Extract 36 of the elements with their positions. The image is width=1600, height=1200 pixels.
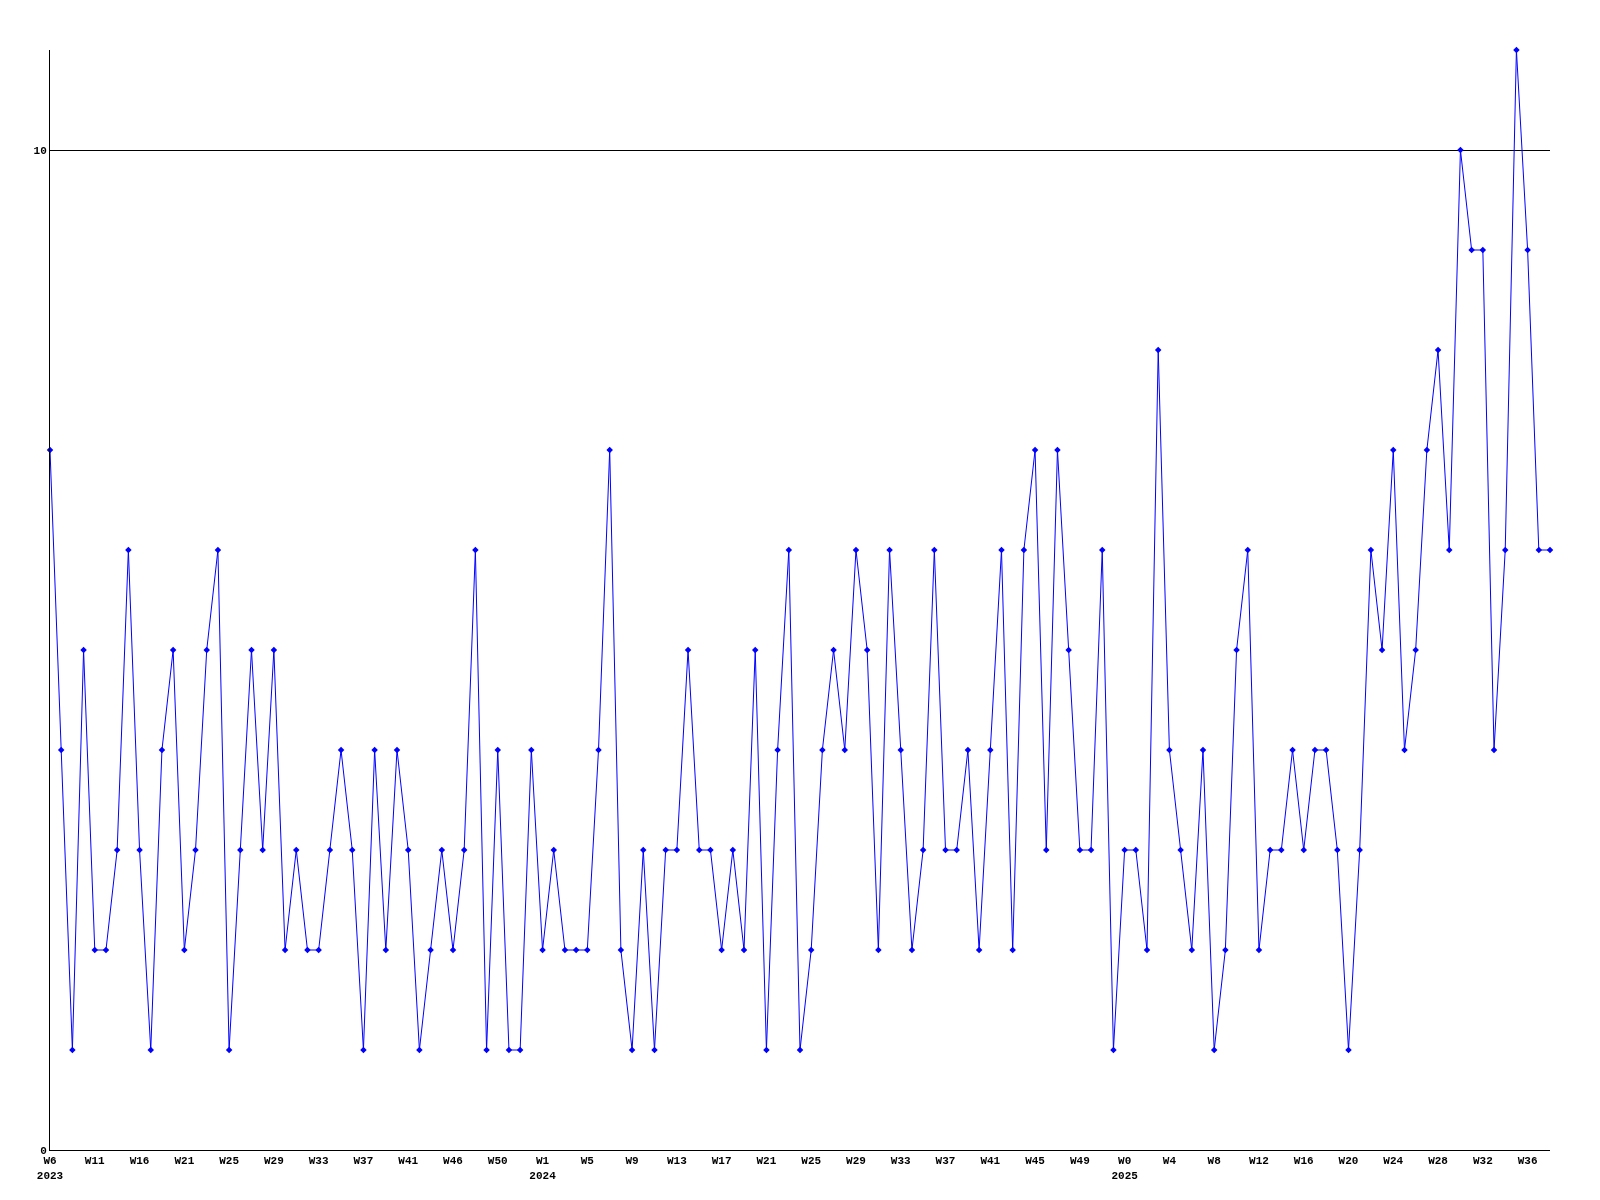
x-tick-label: W9 bbox=[625, 1155, 639, 1168]
x-tick-label: W25 bbox=[801, 1155, 822, 1168]
x-tick-label: W50 bbox=[487, 1155, 508, 1168]
x-tick-label: W24 bbox=[1383, 1155, 1404, 1168]
x-tick-label: W1 2024 bbox=[529, 1155, 557, 1182]
x-tick-label: W13 bbox=[666, 1155, 688, 1168]
x-tick-label: W11 bbox=[84, 1155, 106, 1168]
x-tick-label: W37 bbox=[353, 1155, 374, 1168]
x-tick-label: W4 bbox=[1162, 1155, 1177, 1168]
x-tick-label: W25 bbox=[219, 1155, 240, 1168]
x-tick-label: W36 bbox=[1517, 1155, 1538, 1168]
x-tick-label: W33 bbox=[890, 1155, 912, 1168]
x-tick-label: W29 bbox=[263, 1155, 284, 1168]
x-tick-label: W5 bbox=[580, 1155, 595, 1168]
x-tick-label: W8 bbox=[1207, 1155, 1222, 1168]
x-tick-label: W21 bbox=[174, 1155, 195, 1168]
x-tick-label: W45 bbox=[1025, 1155, 1046, 1168]
x-tick-label: W16 bbox=[1293, 1155, 1314, 1168]
y-tick-label: 10 bbox=[33, 144, 47, 157]
x-tick-label: W49 bbox=[1069, 1155, 1090, 1168]
x-tick-label: W17 bbox=[711, 1155, 732, 1168]
x-tick-label: W33 bbox=[308, 1155, 329, 1168]
x-tick-label: W0 2025 bbox=[1111, 1155, 1139, 1182]
y-tick-label: 0 bbox=[40, 1144, 47, 1157]
x-tick-label: W41 bbox=[980, 1155, 1001, 1168]
x-tick-label: W12 bbox=[1249, 1155, 1269, 1168]
x-tick-label: W46 bbox=[443, 1155, 463, 1168]
x-tick-label: W28 bbox=[1428, 1155, 1449, 1168]
x-tick-label: W37 bbox=[935, 1155, 956, 1168]
x-tick-label: W21 bbox=[756, 1155, 777, 1168]
x-tick-label: W6 2023 bbox=[36, 1155, 64, 1182]
x-tick-label: W29 bbox=[846, 1155, 866, 1168]
x-tick-label: W20 bbox=[1338, 1155, 1359, 1168]
x-tick-label: W41 bbox=[398, 1155, 419, 1168]
x-tick-label: W16 bbox=[129, 1155, 150, 1168]
x-tick-label: W32 bbox=[1472, 1155, 1493, 1168]
